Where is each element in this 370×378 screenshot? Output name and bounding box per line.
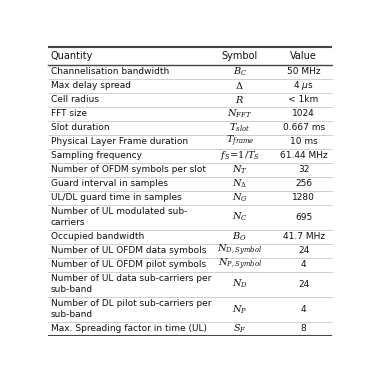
Text: 4: 4 — [301, 305, 306, 314]
Text: Quantity: Quantity — [51, 51, 93, 61]
Text: Number of UL data sub-carriers per: Number of UL data sub-carriers per — [51, 274, 211, 283]
Text: $N_{\Delta}$: $N_{\Delta}$ — [232, 177, 248, 190]
Text: $N_C$: $N_C$ — [232, 211, 248, 223]
Text: 1280: 1280 — [292, 193, 315, 202]
Text: 4: 4 — [301, 260, 306, 269]
Text: 0.667 ms: 0.667 ms — [283, 123, 324, 132]
Text: Physical Layer Frame duration: Physical Layer Frame duration — [51, 137, 188, 146]
Text: $S_F$: $S_F$ — [233, 322, 246, 335]
Text: Value: Value — [290, 51, 317, 61]
Text: $f_S\!=\!1/T_S$: $f_S\!=\!1/T_S$ — [220, 149, 260, 162]
Text: Symbol: Symbol — [222, 51, 258, 61]
Text: 41.7 MHz: 41.7 MHz — [283, 232, 324, 241]
Text: $\Delta$: $\Delta$ — [235, 81, 244, 91]
Text: Number of OFDM symbols per slot: Number of OFDM symbols per slot — [51, 165, 206, 174]
Text: 10 ms: 10 ms — [290, 137, 317, 146]
Text: sub-band: sub-band — [51, 285, 92, 294]
Text: Number of UL modulated sub-: Number of UL modulated sub- — [51, 207, 187, 216]
Text: 1024: 1024 — [292, 109, 315, 118]
Text: 8: 8 — [301, 324, 306, 333]
Text: $N_G$: $N_G$ — [232, 191, 248, 204]
Text: $B_C$: $B_C$ — [233, 66, 247, 78]
Text: carriers: carriers — [51, 218, 85, 227]
Text: Number of UL OFDM pilot symbols: Number of UL OFDM pilot symbols — [51, 260, 206, 269]
Text: < 1km: < 1km — [289, 95, 319, 104]
Text: 256: 256 — [295, 179, 312, 188]
Text: FFT size: FFT size — [51, 109, 87, 118]
Text: Max delay spread: Max delay spread — [51, 81, 131, 90]
Text: $N_T$: $N_T$ — [232, 163, 248, 176]
Text: UL/DL guard time in samples: UL/DL guard time in samples — [51, 193, 181, 202]
Text: $N_P$: $N_P$ — [232, 303, 248, 316]
Text: 50 MHz: 50 MHz — [287, 67, 320, 76]
Text: $R$: $R$ — [235, 94, 244, 105]
Text: Number of UL OFDM data symbols: Number of UL OFDM data symbols — [51, 246, 206, 255]
Text: sub-band: sub-band — [51, 310, 92, 319]
Text: 61.44 MHz: 61.44 MHz — [280, 151, 327, 160]
Text: $N_{FFT}$: $N_{FFT}$ — [227, 108, 252, 120]
Text: Channelisation bandwidth: Channelisation bandwidth — [51, 67, 169, 76]
Text: $T_{frame}$: $T_{frame}$ — [226, 134, 254, 149]
Text: Guard interval in samples: Guard interval in samples — [51, 179, 168, 188]
Text: 695: 695 — [295, 213, 312, 222]
Text: Occupied bandwidth: Occupied bandwidth — [51, 232, 144, 241]
Text: Cell radius: Cell radius — [51, 95, 98, 104]
Text: 32: 32 — [298, 165, 309, 174]
Text: $T_{slot}$: $T_{slot}$ — [229, 122, 250, 134]
Text: $N_D$: $N_D$ — [232, 278, 248, 290]
Text: Number of DL pilot sub-carriers per: Number of DL pilot sub-carriers per — [51, 299, 211, 308]
Text: 24: 24 — [298, 280, 309, 289]
Text: 4 $\mu$s: 4 $\mu$s — [293, 79, 314, 92]
Text: Max. Spreading factor in time (UL): Max. Spreading factor in time (UL) — [51, 324, 206, 333]
Text: Slot duration: Slot duration — [51, 123, 109, 132]
Text: Sampling frequency: Sampling frequency — [51, 151, 142, 160]
Text: 24: 24 — [298, 246, 309, 255]
Text: $N_{D,Symbol}$: $N_{D,Symbol}$ — [217, 243, 262, 258]
Text: $N_{P,Symbol}$: $N_{P,Symbol}$ — [218, 257, 262, 272]
Text: $B_O$: $B_O$ — [232, 231, 247, 243]
